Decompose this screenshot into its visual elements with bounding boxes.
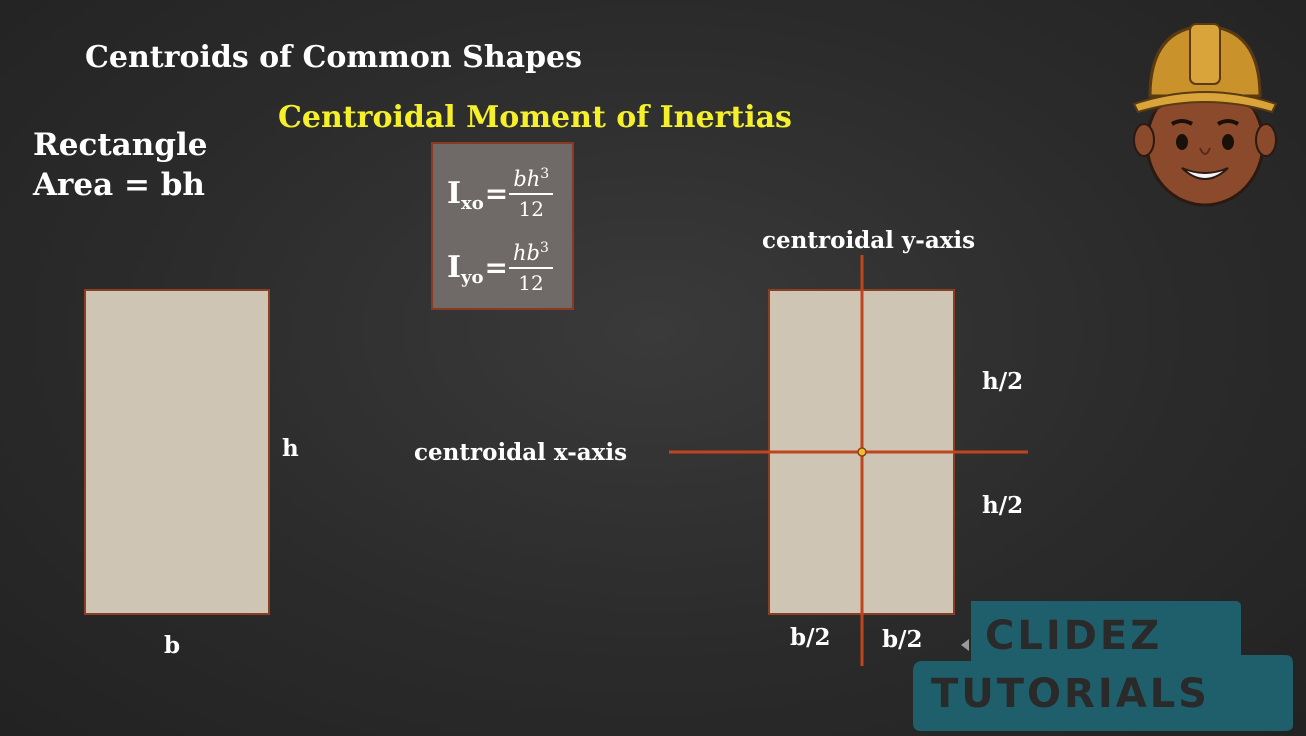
centroid-point <box>857 447 867 457</box>
formula-box: I xo = bh3 12 I yo = hb3 12 <box>431 142 574 310</box>
brand-logo: CLIDEZ TUTORIALS <box>913 601 1293 731</box>
mascot-avatar <box>1132 23 1278 207</box>
logo-line1: CLIDEZ <box>985 613 1163 659</box>
half-height-top-label: h/2 <box>982 368 1024 395</box>
half-width-left-label: b/2 <box>790 624 831 651</box>
iyo-subscript: yo <box>461 267 484 288</box>
iyo-symbol: I <box>447 250 462 285</box>
iyo-num-exp: 3 <box>540 240 549 256</box>
y-axis-label: centroidal y-axis <box>762 227 976 254</box>
half-width-right-label: b/2 <box>882 626 923 653</box>
formula-iyo: I yo = hb3 12 <box>447 240 553 295</box>
ixo-num-base: bh <box>513 167 541 191</box>
iyo-equals: = <box>484 251 508 284</box>
ixo-subscript: xo <box>461 193 484 214</box>
shape-name: Rectangle <box>33 127 208 163</box>
shape-area: Area = bh <box>33 167 205 203</box>
ixo-denominator: 12 <box>518 197 544 221</box>
formula-ixo: I xo = bh3 12 <box>447 166 554 221</box>
x-axis-label: centroidal x-axis <box>414 439 628 466</box>
iyo-denominator: 12 <box>518 271 544 295</box>
page-title: Centroids of Common Shapes <box>85 40 583 75</box>
logo-line2: TUTORIALS <box>931 671 1210 717</box>
ixo-fraction: bh3 12 <box>509 166 554 221</box>
ixo-symbol: I <box>447 176 462 211</box>
rectangle-shape <box>84 289 270 615</box>
ixo-num-exp: 3 <box>540 166 550 182</box>
ixo-equals: = <box>484 177 509 210</box>
width-label: b <box>164 632 181 659</box>
height-label: h <box>282 435 299 462</box>
iyo-num-base: hb <box>513 241 540 265</box>
shape-info: Rectangle Area = bh <box>33 125 207 205</box>
half-height-bottom-label: h/2 <box>982 492 1024 519</box>
iyo-fraction: hb3 12 <box>508 240 553 295</box>
section-subtitle: Centroidal Moment of Inertias <box>278 100 792 135</box>
